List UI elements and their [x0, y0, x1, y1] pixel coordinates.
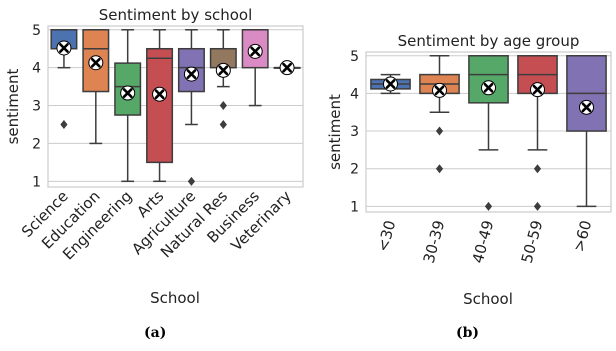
mean-marker — [120, 85, 136, 101]
plot-frame — [47, 25, 304, 188]
mean-marker-cross-b — [282, 62, 292, 73]
mean-marker-cross-b — [59, 43, 69, 53]
y-tick-label: 2 — [32, 136, 41, 152]
outlier-point — [435, 126, 444, 136]
mean-marker-cross-b — [434, 85, 445, 96]
box-arts: Arts — [133, 29, 174, 221]
outlier-point — [219, 119, 227, 129]
y-tick-label: 4 — [32, 61, 41, 77]
chart-panel-b: 1 2 3 4 5 Sentiment by age group sentiment Scho… — [326, 32, 612, 308]
y-tick-label: 4 — [350, 86, 359, 102]
box-veterinary: Veterinary — [227, 60, 301, 255]
mean-marker-cross-b — [154, 89, 165, 100]
box--30: <30 — [370, 73, 411, 254]
x-tick-label: <30 — [374, 218, 400, 253]
y-tick-label: 5 — [350, 49, 359, 65]
chart-title: Sentiment by school — [99, 6, 253, 24]
box-body — [177, 47, 205, 93]
y-tick-label: 1 — [350, 199, 359, 215]
y-axis-label: sentiment — [4, 68, 22, 144]
mean-marker — [88, 55, 104, 71]
mean-marker — [579, 99, 594, 115]
mean-marker — [247, 43, 263, 59]
plot-frame — [365, 51, 612, 213]
chart-title: Sentiment by age group — [398, 32, 580, 50]
x-tick-label: 40-49 — [469, 218, 498, 265]
mean-marker — [432, 82, 447, 98]
mean-marker-cross-b — [385, 79, 396, 89]
panel-label-a: (a) — [144, 325, 167, 341]
outlier-point — [187, 176, 196, 186]
y-tick-label: 2 — [350, 162, 359, 178]
y-tick-label: 3 — [350, 124, 359, 140]
mean-marker — [383, 76, 398, 92]
y-tick-label: 1 — [32, 174, 41, 190]
x-tick-label: 30-39 — [420, 218, 449, 265]
mean-marker-cross-b — [186, 69, 197, 80]
y-tick-label: 5 — [32, 23, 41, 39]
mean-marker-cross-b — [122, 88, 133, 98]
box-body — [468, 55, 509, 104]
outlier-point — [533, 201, 542, 211]
mean-marker — [152, 86, 168, 102]
panel-label-b: (b) — [456, 325, 480, 341]
outlier-point — [533, 164, 542, 174]
outlier-point — [60, 119, 68, 129]
mean-marker-cross-b — [90, 57, 101, 68]
outlier-point — [484, 201, 493, 211]
y-axis-label: sentiment — [326, 94, 344, 170]
mean-marker-cross-b — [581, 102, 592, 113]
outlier-point — [219, 101, 227, 111]
mean-marker-cross-b — [218, 65, 229, 76]
box-30-39: 30-39 — [419, 55, 460, 265]
box-body — [146, 47, 174, 164]
mean-marker — [183, 66, 199, 82]
mean-marker-cross-b — [483, 82, 494, 93]
mean-marker — [215, 62, 231, 78]
outlier-point — [435, 164, 444, 174]
x-tick-label: 50-59 — [518, 218, 547, 265]
mean-marker-cross-b — [532, 84, 543, 95]
mean-marker — [279, 60, 295, 76]
mean-marker — [481, 80, 496, 96]
x-tick-label: >60 — [570, 218, 596, 253]
box--60: >60 — [566, 55, 607, 254]
box-50-59: 50-59 — [517, 55, 558, 265]
y-tick-label: 3 — [32, 99, 41, 115]
box-40-49: 40-49 — [468, 55, 509, 265]
mean-marker — [530, 82, 545, 98]
x-axis-label: School — [463, 290, 513, 308]
mean-marker — [56, 40, 72, 56]
x-axis-label: School — [150, 289, 200, 307]
mean-marker-cross-b — [250, 46, 261, 57]
